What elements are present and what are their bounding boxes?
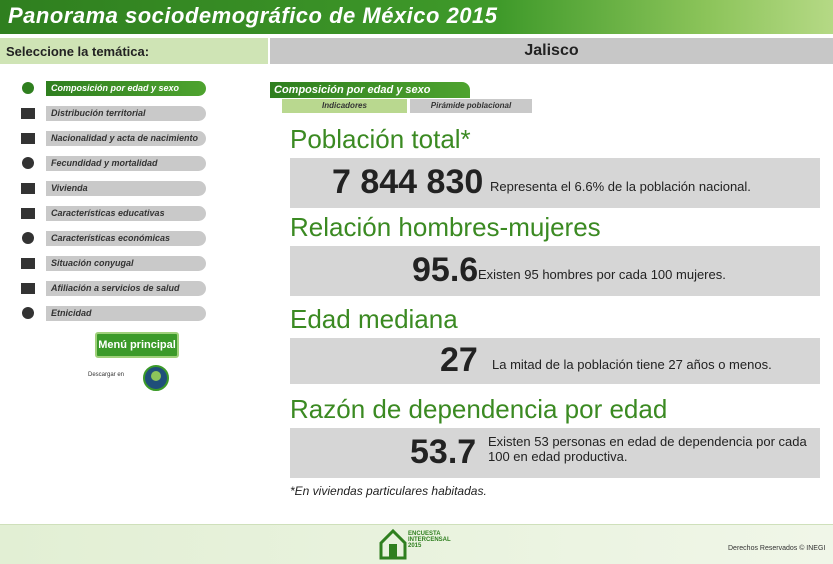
menu-icon xyxy=(21,183,35,194)
menu-icon xyxy=(22,232,34,244)
menu-label[interactable]: Composición por edad y sexo xyxy=(46,81,206,96)
indicator-value: 53.7 xyxy=(410,433,477,471)
indicator-description: Existen 95 hombres por cada 100 mujeres. xyxy=(478,267,726,282)
indicator-box: 27 La mitad de la población tiene 27 años… xyxy=(290,338,820,384)
menu-icon xyxy=(22,307,34,319)
download-label: Descargar en xyxy=(88,372,125,378)
menu-label[interactable]: Fecundidad y mortalidad xyxy=(46,156,206,171)
menu-icon-shape xyxy=(21,258,35,269)
menu-icon-shape xyxy=(22,157,34,169)
tab[interactable]: Indicadores xyxy=(282,99,407,113)
indicator-value: 95.6 xyxy=(412,251,479,289)
menu-label[interactable]: Nacionalidad y acta de nacimiento xyxy=(46,131,206,146)
footer-bar xyxy=(0,524,833,564)
indicator-box: 95.6 Existen 95 hombres por cada 100 muje… xyxy=(290,246,820,296)
download-icon[interactable] xyxy=(142,364,170,392)
indicator-description: Existen 53 personas en edad de dependenc… xyxy=(488,434,807,464)
menu-icon xyxy=(21,283,35,294)
menu-icon-shape xyxy=(22,82,34,94)
menu-item[interactable]: Características educativas xyxy=(18,205,218,222)
menu-icon-shape xyxy=(21,183,35,194)
menu-item[interactable]: Composición por edad y sexo xyxy=(18,80,218,97)
indicator-box: 7 844 830 Representa el 6.6% de la poblac… xyxy=(290,158,820,208)
menu-label[interactable]: Distribución territorial xyxy=(46,106,206,121)
logo-text: ENCUESTA INTERCENSAL 2015 xyxy=(408,531,451,549)
state-name: Jalisco xyxy=(524,42,579,59)
indicator-description: Representa el 6.6% de la población nacio… xyxy=(490,179,751,194)
menu-item[interactable]: Afiliación a servicios de salud xyxy=(18,280,218,297)
section-title: Composición por edad y sexo xyxy=(270,82,470,98)
main-menu-button[interactable]: Menú principal xyxy=(95,332,179,358)
prompt: Seleccione la temática: xyxy=(6,44,150,59)
menu-icon xyxy=(21,133,35,144)
menu-label[interactable]: Etnicidad xyxy=(46,306,206,321)
indicator-value: 7 844 830 xyxy=(332,163,484,201)
menu-icon-shape xyxy=(21,283,35,294)
menu-item[interactable]: Nacionalidad y acta de nacimiento xyxy=(18,130,218,147)
menu-icon-shape xyxy=(22,232,34,244)
logo-icon xyxy=(379,528,407,560)
menu-label[interactable]: Situación conyugal xyxy=(46,256,206,271)
header-title: Panorama sociodemográfico de México 2015 xyxy=(8,3,498,28)
indicator-value: 27 xyxy=(440,341,478,379)
menu-icon xyxy=(22,82,34,94)
header-bar xyxy=(0,0,833,34)
prompt-bar: Seleccione la temática: xyxy=(0,38,268,64)
indicator-description: La mitad de la población tiene 27 años o… xyxy=(492,357,772,372)
state-bar: Jalisco xyxy=(270,38,833,64)
footnote: *En viviendas particulares habitadas. xyxy=(290,484,487,498)
menu-item[interactable]: Características económicas xyxy=(18,230,218,247)
indicator-title: Razón de dependencia por edad xyxy=(290,394,668,424)
menu-icon-shape xyxy=(22,307,34,319)
menu-icon xyxy=(21,208,35,219)
menu-icon xyxy=(21,108,35,119)
menu-label[interactable]: Características económicas xyxy=(46,231,206,246)
menu-item[interactable]: Distribución territorial xyxy=(18,105,218,122)
menu-label[interactable]: Vivienda xyxy=(46,181,206,196)
menu-icon xyxy=(22,157,34,169)
menu-label[interactable]: Características educativas xyxy=(46,206,206,221)
menu-item[interactable]: Fecundidad y mortalidad xyxy=(18,155,218,172)
indicator-box: 53.7 Existen 53 personas en edad de depen… xyxy=(290,428,820,478)
indicator-title: Población total* xyxy=(290,124,471,154)
menu-item[interactable]: Etnicidad xyxy=(18,305,218,322)
menu-icon-shape xyxy=(21,108,35,119)
menu-icon-shape xyxy=(21,133,35,144)
menu-item[interactable]: Vivienda xyxy=(18,180,218,197)
copyright: Derechos Reservados © INEGI xyxy=(728,545,826,552)
indicator-title: Relación hombres-mujeres xyxy=(290,212,601,242)
indicator-title: Edad mediana xyxy=(290,304,458,334)
menu-icon-shape xyxy=(21,208,35,219)
menu-item[interactable]: Situación conyugal xyxy=(18,255,218,272)
tab[interactable]: Pirámide poblacional xyxy=(410,99,532,113)
menu-icon xyxy=(21,258,35,269)
menu-label[interactable]: Afiliación a servicios de salud xyxy=(46,281,206,296)
